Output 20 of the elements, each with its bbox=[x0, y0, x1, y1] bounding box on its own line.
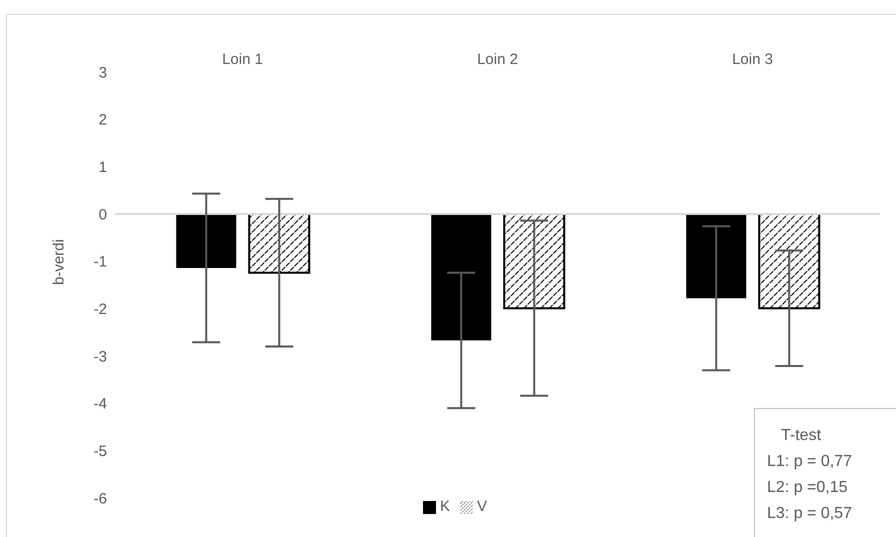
t-test-box: T-test L1: p = 0,77 L2: p =0,15 L3: p = 0,57 bbox=[754, 408, 896, 537]
y-tick-label: -1 bbox=[94, 254, 107, 271]
annotation: T-test bbox=[780, 426, 822, 446]
y-tick-label: -5 bbox=[94, 442, 107, 460]
y-tick-label: 2 bbox=[98, 112, 107, 129]
y-tick-label: 1 bbox=[98, 158, 107, 176]
y-tick-label: -4 bbox=[94, 396, 107, 413]
y-tick-label: -6 bbox=[94, 490, 107, 508]
annotation: L2: p =0,15 bbox=[767, 478, 849, 498]
x-tick-label: Loin 1 bbox=[222, 51, 263, 68]
y-tick-label: -3 bbox=[94, 348, 107, 366]
legend-label: K bbox=[440, 498, 450, 515]
legend-label: V bbox=[477, 498, 488, 515]
y-tick-label: -2 bbox=[94, 300, 107, 318]
y-tick-label: 0 bbox=[98, 206, 107, 224]
x-tick-label: Loin 2 bbox=[477, 51, 518, 68]
y-axis-title: b-verdi bbox=[50, 239, 68, 285]
y-tick-label: 3 bbox=[98, 64, 107, 82]
x-tick-label: Loin 3 bbox=[732, 51, 773, 68]
annotation: L1: p = 0,77 bbox=[767, 452, 853, 472]
